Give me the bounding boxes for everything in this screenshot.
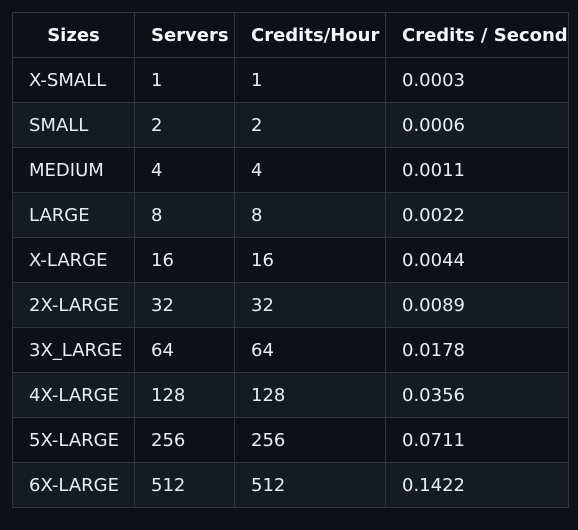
cell-servers: 128 [134, 372, 235, 418]
cell-servers: 512 [134, 462, 235, 508]
cell-size: 2X-LARGE [12, 282, 135, 328]
cell-credits-hour: 4 [234, 147, 386, 193]
header-row: Sizes Servers Credits/Hour Credits / Sec… [12, 12, 569, 58]
cell-servers: 2 [134, 102, 235, 148]
cell-credits-second: 0.0711 [385, 417, 569, 463]
cell-size: 6X-LARGE [12, 462, 135, 508]
cell-size: SMALL [12, 102, 135, 148]
header-credits-second: Credits / Second [385, 12, 569, 58]
table-row: 6X-LARGE 512 512 0.1422 [12, 462, 569, 508]
cell-size: X-LARGE [12, 237, 135, 283]
cell-credits-second: 0.0011 [385, 147, 569, 193]
cell-credits-second: 0.0006 [385, 102, 569, 148]
cell-servers: 32 [134, 282, 235, 328]
cell-servers: 16 [134, 237, 235, 283]
table-header: Sizes Servers Credits/Hour Credits / Sec… [12, 12, 569, 58]
table-row: X-LARGE 16 16 0.0044 [12, 237, 569, 283]
cell-size: 4X-LARGE [12, 372, 135, 418]
table-container: Sizes Servers Credits/Hour Credits / Sec… [12, 12, 569, 508]
cell-credits-second: 0.1422 [385, 462, 569, 508]
table-body: X-SMALL 1 1 0.0003 SMALL 2 2 0.0006 MEDI… [12, 57, 569, 508]
cell-servers: 64 [134, 327, 235, 373]
cell-credits-hour: 8 [234, 192, 386, 238]
cell-size: 5X-LARGE [12, 417, 135, 463]
cell-credits-hour: 64 [234, 327, 386, 373]
cell-servers: 4 [134, 147, 235, 193]
table-row: 5X-LARGE 256 256 0.0711 [12, 417, 569, 463]
cell-credits-hour: 512 [234, 462, 386, 508]
cell-size: LARGE [12, 192, 135, 238]
cell-servers: 256 [134, 417, 235, 463]
cell-credits-hour: 16 [234, 237, 386, 283]
cell-credits-hour: 2 [234, 102, 386, 148]
cell-credits-second: 0.0089 [385, 282, 569, 328]
cell-credits-hour: 32 [234, 282, 386, 328]
cell-credits-second: 0.0044 [385, 237, 569, 283]
table-row: LARGE 8 8 0.0022 [12, 192, 569, 238]
header-sizes: Sizes [12, 12, 135, 58]
cell-size: MEDIUM [12, 147, 135, 193]
cell-credits-hour: 128 [234, 372, 386, 418]
table-row: MEDIUM 4 4 0.0011 [12, 147, 569, 193]
table-row: X-SMALL 1 1 0.0003 [12, 57, 569, 103]
cell-credits-second: 0.0022 [385, 192, 569, 238]
cell-size: 3X_LARGE [12, 327, 135, 373]
cell-credits-second: 0.0178 [385, 327, 569, 373]
table-row: 4X-LARGE 128 128 0.0356 [12, 372, 569, 418]
cell-size: X-SMALL [12, 57, 135, 103]
cell-servers: 1 [134, 57, 235, 103]
cell-credits-second: 0.0003 [385, 57, 569, 103]
table-row: 3X_LARGE 64 64 0.0178 [12, 327, 569, 373]
header-servers: Servers [134, 12, 235, 58]
cell-servers: 8 [134, 192, 235, 238]
table-row: 2X-LARGE 32 32 0.0089 [12, 282, 569, 328]
cell-credits-hour: 256 [234, 417, 386, 463]
table-row: SMALL 2 2 0.0006 [12, 102, 569, 148]
cell-credits-second: 0.0356 [385, 372, 569, 418]
warehouse-sizes-table: Sizes Servers Credits/Hour Credits / Sec… [12, 12, 569, 508]
header-credits-hour: Credits/Hour [234, 12, 386, 58]
cell-credits-hour: 1 [234, 57, 386, 103]
